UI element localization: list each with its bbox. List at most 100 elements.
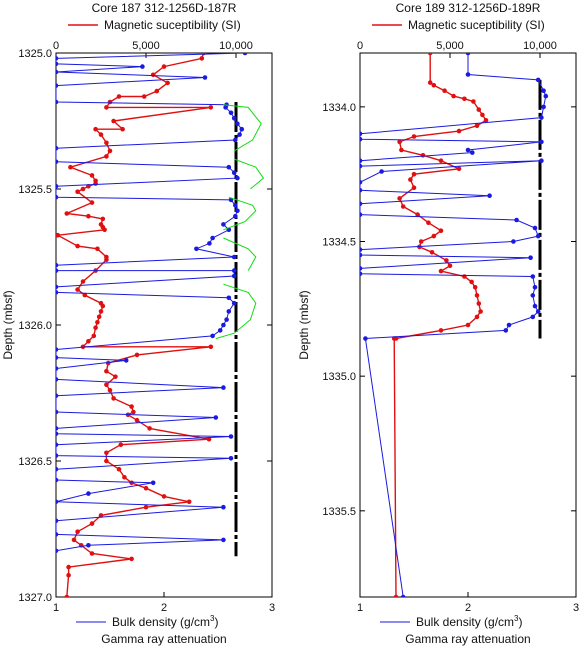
- data-point-bulk-density-g-cm3: [223, 105, 228, 110]
- data-point-magnetic-suceptibility-si: [68, 164, 73, 170]
- data-point-bulk-density-g-cm3: [56, 548, 59, 554]
- data-point-magnetic-suceptibility-si: [427, 80, 433, 85]
- y-tick-label: 1326.5: [18, 456, 52, 468]
- data-point-bulk-density-g-cm3: [360, 201, 363, 207]
- data-point-bulk-density-g-cm3: [535, 309, 541, 314]
- data-point-magnetic-suceptibility-si: [438, 328, 444, 333]
- data-point-bulk-density-g-cm3: [233, 213, 238, 219]
- data-point-magnetic-suceptibility-si: [465, 322, 471, 328]
- data-point-magnetic-suceptibility-si: [474, 123, 480, 128]
- data-point-magnetic-suceptibility-si: [118, 442, 124, 448]
- data-point-bulk-density-g-cm3: [86, 543, 91, 548]
- data-point-magnetic-suceptibility-si: [93, 126, 98, 132]
- data-point-magnetic-suceptibility-si: [120, 126, 125, 132]
- data-point-bulk-density-g-cm3: [56, 145, 59, 151]
- data-point-magnetic-suceptibility-si: [411, 134, 417, 139]
- data-point-bulk-density-g-cm3: [221, 385, 226, 390]
- data-point-magnetic-suceptibility-si: [100, 216, 106, 222]
- chart-title: Core 187 312-1256D-187R: [92, 1, 237, 15]
- data-point-magnetic-suceptibility-si: [93, 325, 98, 331]
- data-point-magnetic-suceptibility-si: [104, 154, 109, 159]
- data-point-magnetic-suceptibility-si: [75, 287, 80, 292]
- data-point-bulk-density-g-cm3: [506, 322, 512, 328]
- y-tick-label: 1334.5: [322, 237, 356, 249]
- data-point-magnetic-suceptibility-si: [476, 301, 482, 306]
- data-point-bulk-density-g-cm3: [56, 453, 59, 458]
- legend-label-bulk-density: Bulk density (g/cm3): [416, 614, 523, 629]
- data-point-magnetic-suceptibility-si: [478, 309, 483, 314]
- data-point-bulk-density-g-cm3: [56, 262, 59, 268]
- data-point-magnetic-suceptibility-si: [474, 293, 480, 298]
- data-point-bulk-density-g-cm3: [543, 93, 549, 99]
- data-point-bulk-density-g-cm3: [56, 426, 59, 431]
- legend-label-bulk-density: Bulk density (g/cm3): [112, 614, 219, 629]
- data-point-bulk-density-g-cm3: [56, 377, 59, 382]
- data-point-bulk-density-g-cm3: [217, 328, 223, 333]
- data-point-bulk-density-g-cm3: [56, 268, 59, 273]
- data-point-bulk-density-g-cm3: [228, 456, 234, 461]
- data-point-bulk-density-g-cm3: [530, 293, 536, 298]
- legend-label-bulk-density-text: Bulk density (g/cm: [416, 615, 514, 629]
- data-point-bulk-density-g-cm3: [56, 532, 59, 537]
- data-point-magnetic-suceptibility-si: [438, 228, 444, 233]
- data-point-magnetic-suceptibility-si: [95, 246, 100, 252]
- data-point-bulk-density-g-cm3: [56, 393, 59, 398]
- data-point-bulk-density-g-cm3: [360, 158, 363, 163]
- top-tick-label: 5,000: [132, 40, 160, 52]
- bottom-axis-label-gamma: Gamma ray attenuation: [101, 632, 226, 646]
- data-point-magnetic-suceptibility-si: [469, 279, 474, 285]
- data-point-bulk-density-g-cm3: [237, 132, 242, 137]
- data-point-magnetic-suceptibility-si: [86, 213, 91, 219]
- y-tick-label: 1334.0: [322, 102, 356, 114]
- data-point-bulk-density-g-cm3: [231, 300, 237, 306]
- data-point-magnetic-suceptibility-si: [400, 204, 406, 209]
- data-point-bulk-density-g-cm3: [539, 158, 544, 163]
- data-point-magnetic-suceptibility-si: [104, 257, 109, 263]
- data-point-bulk-density-g-cm3: [514, 217, 519, 223]
- y-tick-label: 1325.0: [18, 48, 52, 60]
- legend-label-magnetic: Magnetic suceptibility (SI): [408, 18, 545, 32]
- y-tick-label: 1325.5: [18, 184, 52, 196]
- data-point-bulk-density-g-cm3: [503, 328, 509, 333]
- data-point-bulk-density-g-cm3: [56, 477, 59, 483]
- series-line-gamma-ray-attenuation: [223, 196, 257, 231]
- data-point-bulk-density-g-cm3: [360, 188, 363, 193]
- data-point-bulk-density-g-cm3: [541, 88, 546, 93]
- top-tick-label: 10,000: [219, 40, 253, 52]
- data-point-magnetic-suceptibility-si: [71, 537, 77, 543]
- data-point-magnetic-suceptibility-si: [129, 480, 134, 486]
- data-point-magnetic-suceptibility-si: [56, 232, 61, 238]
- data-point-bulk-density-g-cm3: [360, 252, 363, 258]
- data-point-magnetic-suceptibility-si: [431, 233, 437, 239]
- data-point-magnetic-suceptibility-si: [66, 564, 71, 570]
- data-point-magnetic-suceptibility-si: [111, 118, 116, 124]
- y-tick-label: 1335.0: [322, 371, 356, 383]
- data-point-magnetic-suceptibility-si: [208, 105, 214, 110]
- data-point-bulk-density-g-cm3: [56, 290, 59, 295]
- data-point-bulk-density-g-cm3: [235, 175, 240, 181]
- data-point-magnetic-suceptibility-si: [107, 99, 113, 105]
- data-point-bulk-density-g-cm3: [360, 266, 363, 271]
- data-point-bulk-density-g-cm3: [56, 409, 59, 415]
- data-point-bulk-density-g-cm3: [56, 355, 59, 360]
- data-point-magnetic-suceptibility-si: [134, 417, 140, 423]
- data-point-bulk-density-g-cm3: [224, 317, 229, 322]
- data-point-bulk-density-g-cm3: [56, 366, 59, 371]
- data-point-bulk-density-g-cm3: [360, 180, 363, 185]
- data-point-bulk-density-g-cm3: [56, 442, 59, 447]
- series-line-magnetic-suceptibility-si: [56, 53, 211, 597]
- data-point-magnetic-suceptibility-si: [104, 368, 109, 374]
- data-point-magnetic-suceptibility-si: [75, 243, 80, 249]
- data-point-magnetic-suceptibility-si: [397, 196, 402, 201]
- data-point-magnetic-suceptibility-si: [451, 93, 456, 99]
- data-point-bulk-density-g-cm3: [56, 284, 59, 290]
- data-point-bulk-density-g-cm3: [511, 239, 516, 244]
- data-point-magnetic-suceptibility-si: [96, 314, 102, 320]
- data-point-bulk-density-g-cm3: [231, 116, 237, 121]
- data-point-bulk-density-g-cm3: [360, 247, 363, 252]
- data-point-magnetic-suceptibility-si: [104, 140, 109, 146]
- data-point-magnetic-suceptibility-si: [147, 426, 152, 431]
- data-point-bulk-density-g-cm3: [56, 61, 59, 67]
- data-point-bulk-density-g-cm3: [56, 184, 59, 189]
